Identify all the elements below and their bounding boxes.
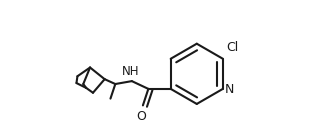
- Text: NH: NH: [122, 65, 140, 78]
- Text: N: N: [225, 83, 235, 96]
- Text: O: O: [136, 110, 146, 123]
- Text: Cl: Cl: [226, 41, 239, 54]
